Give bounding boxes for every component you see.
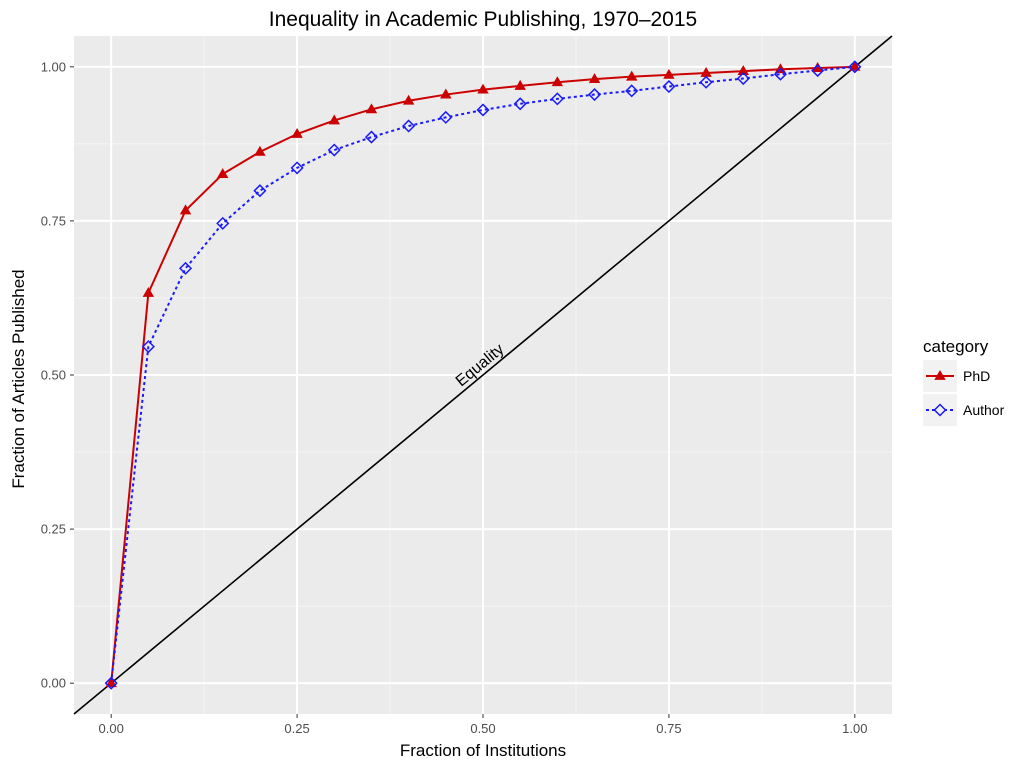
point-author: [476, 103, 490, 117]
point-phd: [477, 83, 489, 94]
point-author: [253, 184, 267, 198]
point-author: [736, 71, 750, 86]
point-phd: [179, 204, 192, 215]
legend-title: category: [923, 337, 989, 356]
point-phd: [626, 70, 638, 81]
point-phd: [811, 62, 824, 72]
point-author: [587, 87, 602, 102]
point-author: [364, 130, 379, 144]
x-axis-ticks: 0.00 0.25 0.50 0.75 1.00: [99, 714, 867, 736]
point-author: [848, 60, 862, 74]
point-author: [550, 92, 564, 106]
point-phd: [402, 94, 415, 105]
x-tick-label: 0.75: [656, 721, 681, 736]
point-phd: [440, 88, 452, 99]
legend-label-phd: PhD: [963, 368, 990, 384]
point-phd: [849, 60, 861, 71]
point-author: [104, 676, 118, 690]
y-tick-label: 1.00: [41, 59, 66, 74]
point-phd: [700, 66, 712, 77]
point-author: [662, 79, 676, 94]
y-axis-label: Fraction of Articles Published: [9, 269, 28, 488]
x-tick-label: 1.00: [842, 721, 867, 736]
point-phd: [217, 168, 229, 178]
point-phd: [105, 677, 117, 688]
point-phd: [737, 65, 749, 76]
point-author: [773, 67, 788, 81]
point-author: [327, 143, 341, 157]
series-line-author: [110, 65, 855, 684]
y-tick-label: 0.00: [41, 676, 66, 691]
point-phd: [588, 73, 601, 84]
legend-marker-triangle: [934, 370, 946, 380]
point-author: [290, 161, 304, 175]
x-tick-label: 0.00: [99, 721, 124, 736]
point-phd: [328, 114, 340, 125]
legend: category PhD Author: [923, 337, 1005, 426]
x-axis-label: Fraction of Institutions: [400, 741, 566, 760]
equality-line: [73, 35, 893, 715]
x-tick-label: 0.25: [284, 721, 309, 736]
point-author: [402, 119, 416, 133]
point-phd: [365, 103, 378, 114]
y-axis-ticks: 0.00 0.25 0.50 0.75 1.00: [41, 59, 74, 691]
series-layer: [104, 60, 862, 690]
y-tick-label: 0.75: [41, 213, 66, 228]
point-phd: [142, 287, 155, 297]
y-tick-label: 0.25: [41, 522, 66, 537]
point-phd: [254, 145, 266, 156]
point-author: [811, 63, 825, 78]
point-author: [439, 110, 453, 124]
point-phd: [663, 68, 675, 79]
point-author: [216, 216, 230, 230]
point-author: [178, 261, 193, 275]
legend-marker-diamond: [933, 403, 947, 417]
y-tick-label: 0.50: [41, 368, 66, 383]
point-author: [699, 75, 713, 89]
x-tick-label: 0.50: [470, 721, 495, 736]
legend-label-author: Author: [963, 402, 1005, 418]
point-author: [141, 340, 155, 354]
point-author: [625, 84, 639, 98]
point-phd: [514, 79, 526, 90]
point-author: [513, 97, 527, 111]
chart-title: Inequality in Academic Publishing, 1970–…: [269, 8, 697, 31]
point-phd: [291, 128, 303, 138]
point-phd: [551, 76, 564, 87]
